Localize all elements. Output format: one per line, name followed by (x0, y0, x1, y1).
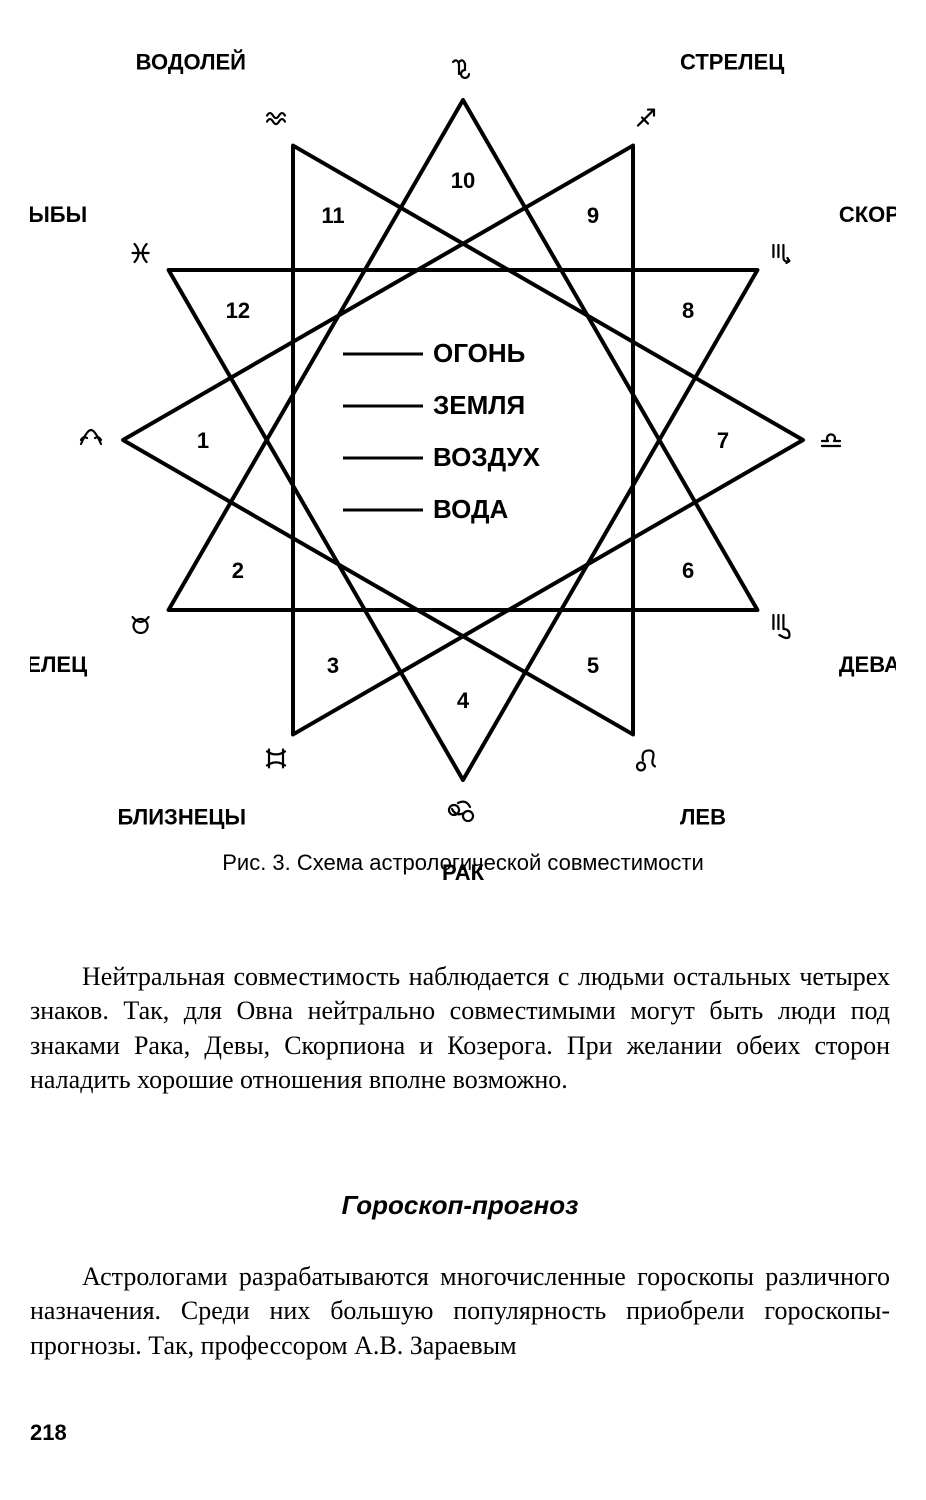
element-label-water: ВОДА (433, 494, 509, 524)
house-number-6: 6 (682, 558, 694, 583)
page: 123456789101112ОВЕНТЕЛЕЦБЛИЗНЕЦЫРАКЛЕВДЕ… (0, 0, 926, 1500)
element-label-fire: ОГОНЬ (433, 338, 525, 368)
zodiac-label-scorpio: СКОРПИОН (839, 202, 896, 227)
house-number-7: 7 (717, 428, 729, 453)
zodiac-label-virgo: ДЕВА (839, 652, 896, 677)
heading-text: Гороскоп-прогноз (342, 1190, 579, 1220)
element-label-air: ВОЗДУХ (433, 442, 541, 472)
zodiac-label-leo: ЛЕВ (680, 804, 726, 829)
house-number-9: 9 (587, 203, 599, 228)
zodiac-label-taurus: ТЕЛЕЦ (30, 652, 87, 677)
zodiac-label-aquarius: ВОДОЛЕЙ (136, 50, 246, 75)
house-number-4: 4 (457, 688, 470, 713)
section-heading: Гороскоп-прогноз (30, 1190, 890, 1221)
house-number-12: 12 (226, 298, 250, 323)
zodiac-label-pisces: РЫБЫ (30, 202, 87, 227)
page-number: 218 (30, 1420, 67, 1446)
body-paragraph-1: Нейтральная совместимость наблюдается с … (30, 960, 890, 1097)
cancer-icon (449, 802, 473, 821)
pisces-icon (133, 244, 149, 262)
sagittarius-icon (638, 110, 654, 126)
virgo-icon (773, 615, 789, 638)
house-number-8: 8 (682, 298, 694, 323)
aries-icon (81, 430, 101, 444)
gemini-icon (267, 749, 285, 767)
body-paragraph-2: Астрологами разрабатываются многочисленн… (30, 1260, 890, 1363)
leo-icon (637, 750, 655, 770)
compatibility-diagram: 123456789101112ОВЕНТЕЛЕЦБЛИЗНЕЦЫРАКЛЕВДЕ… (30, 20, 896, 880)
taurus-icon (133, 617, 149, 633)
diagram-caption: Рис. 3. Схема астрологической совместимо… (222, 850, 704, 875)
diagram-svg: 123456789101112ОВЕНТЕЛЕЦБЛИЗНЕЦЫРАКЛЕВДЕ… (30, 20, 896, 880)
house-number-3: 3 (327, 653, 339, 678)
house-number-5: 5 (587, 653, 599, 678)
libra-icon (822, 434, 840, 446)
house-number-11: 11 (321, 203, 344, 228)
paragraph-text: Нейтральная совместимость наблюдается с … (30, 960, 890, 1097)
zodiac-label-sagittarius: СТРЕЛЕЦ (680, 50, 784, 75)
zodiac-label-gemini: БЛИЗНЕЦЫ (118, 804, 246, 829)
paragraph-text: Астрологами разрабатываются многочисленн… (30, 1260, 890, 1363)
capricorn-icon (453, 60, 469, 78)
scorpio-icon (773, 245, 789, 263)
house-number-2: 2 (232, 558, 244, 583)
element-label-earth: ЗЕМЛЯ (433, 390, 525, 420)
house-number-10: 10 (451, 168, 475, 193)
house-number-1: 1 (197, 428, 209, 453)
aquarius-icon (267, 113, 285, 124)
